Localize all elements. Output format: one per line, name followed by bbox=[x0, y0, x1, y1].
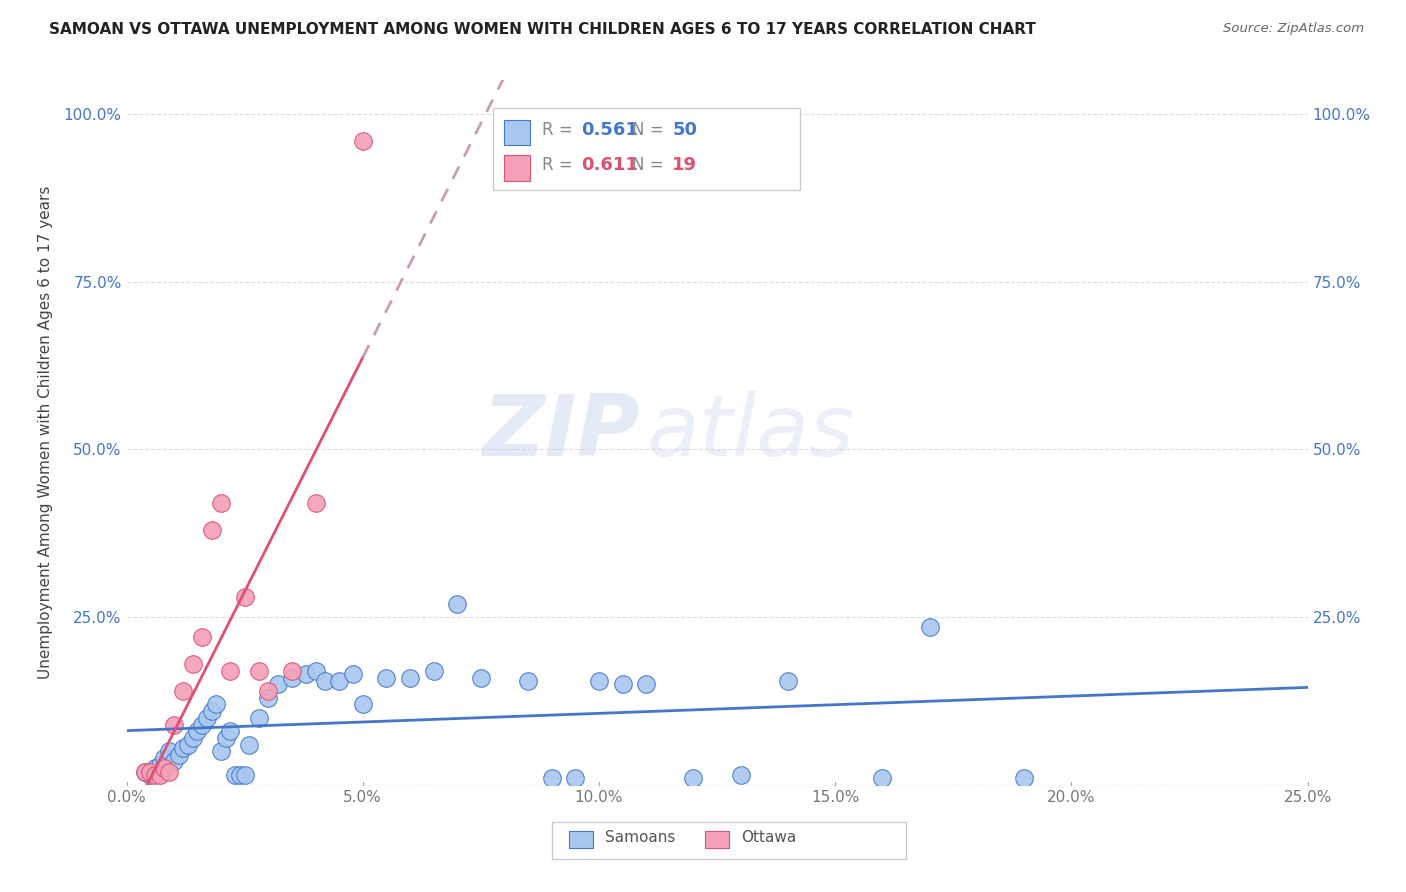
Text: 0.561: 0.561 bbox=[581, 120, 638, 138]
Text: Source: ZipAtlas.com: Source: ZipAtlas.com bbox=[1223, 22, 1364, 36]
Point bbox=[233, 590, 256, 604]
Text: N =: N = bbox=[633, 156, 669, 174]
Point bbox=[257, 684, 280, 698]
Text: 50: 50 bbox=[672, 120, 697, 138]
Point bbox=[139, 768, 162, 782]
Point bbox=[267, 677, 290, 691]
Text: 19: 19 bbox=[672, 156, 697, 174]
Point bbox=[422, 664, 444, 678]
Point bbox=[153, 751, 176, 765]
Point bbox=[238, 738, 260, 752]
Point bbox=[612, 677, 634, 691]
Point bbox=[247, 664, 270, 678]
Point bbox=[304, 496, 326, 510]
Point bbox=[872, 771, 894, 785]
Point bbox=[1012, 771, 1035, 785]
Point bbox=[224, 768, 246, 782]
Point bbox=[636, 677, 658, 691]
Point bbox=[163, 717, 186, 731]
Point bbox=[200, 523, 222, 537]
Point bbox=[375, 671, 398, 685]
Point bbox=[195, 711, 218, 725]
Bar bbox=[706, 831, 728, 848]
Point bbox=[172, 684, 194, 698]
Point bbox=[281, 664, 304, 678]
Point bbox=[172, 741, 194, 756]
Point bbox=[517, 673, 540, 688]
Point bbox=[186, 724, 208, 739]
Point bbox=[229, 768, 252, 782]
Text: R =: R = bbox=[543, 120, 578, 138]
Point bbox=[215, 731, 238, 745]
Point bbox=[540, 771, 562, 785]
Point bbox=[157, 744, 180, 758]
Point bbox=[134, 764, 156, 779]
Text: R =: R = bbox=[543, 156, 578, 174]
Point bbox=[682, 771, 704, 785]
Bar bbox=[505, 120, 530, 145]
Point bbox=[209, 744, 232, 758]
Bar bbox=[551, 822, 905, 859]
Point bbox=[295, 667, 318, 681]
Point bbox=[139, 764, 162, 779]
Point bbox=[149, 757, 172, 772]
Point bbox=[399, 671, 422, 685]
Point bbox=[181, 731, 204, 745]
Point bbox=[167, 747, 190, 762]
Point bbox=[304, 664, 326, 678]
Point bbox=[281, 671, 304, 685]
Point bbox=[247, 711, 270, 725]
Point bbox=[181, 657, 204, 672]
Text: Ottawa: Ottawa bbox=[741, 830, 796, 846]
Point bbox=[209, 496, 232, 510]
Point bbox=[200, 704, 222, 718]
Point bbox=[918, 620, 941, 634]
Point bbox=[157, 764, 180, 779]
Point bbox=[446, 597, 468, 611]
Point bbox=[314, 673, 336, 688]
Point bbox=[219, 664, 242, 678]
Text: Samoans: Samoans bbox=[605, 830, 675, 846]
Bar bbox=[569, 831, 593, 848]
Point bbox=[470, 671, 492, 685]
Bar bbox=[492, 109, 800, 189]
Point bbox=[588, 673, 610, 688]
Text: SAMOAN VS OTTAWA UNEMPLOYMENT AMONG WOMEN WITH CHILDREN AGES 6 TO 17 YEARS CORRE: SAMOAN VS OTTAWA UNEMPLOYMENT AMONG WOME… bbox=[49, 22, 1036, 37]
Point bbox=[153, 761, 176, 775]
Point bbox=[328, 673, 350, 688]
Point bbox=[134, 764, 156, 779]
Point bbox=[564, 771, 586, 785]
Point bbox=[191, 717, 214, 731]
Point bbox=[342, 667, 364, 681]
Point bbox=[730, 768, 752, 782]
Y-axis label: Unemployment Among Women with Children Ages 6 to 17 years: Unemployment Among Women with Children A… bbox=[38, 186, 52, 680]
Text: 0.611: 0.611 bbox=[581, 156, 638, 174]
Point bbox=[233, 768, 256, 782]
Point bbox=[163, 755, 186, 769]
Point bbox=[177, 738, 200, 752]
Text: ZIP: ZIP bbox=[482, 391, 640, 475]
Point bbox=[143, 761, 166, 775]
Text: atlas: atlas bbox=[647, 391, 855, 475]
Point bbox=[776, 673, 799, 688]
Point bbox=[352, 134, 374, 148]
Point bbox=[191, 630, 214, 644]
Bar bbox=[505, 155, 530, 181]
Point bbox=[149, 768, 172, 782]
Text: N =: N = bbox=[633, 120, 669, 138]
Point bbox=[257, 690, 280, 705]
Point bbox=[352, 698, 374, 712]
Point bbox=[219, 724, 242, 739]
Point bbox=[205, 698, 228, 712]
Point bbox=[143, 768, 166, 782]
